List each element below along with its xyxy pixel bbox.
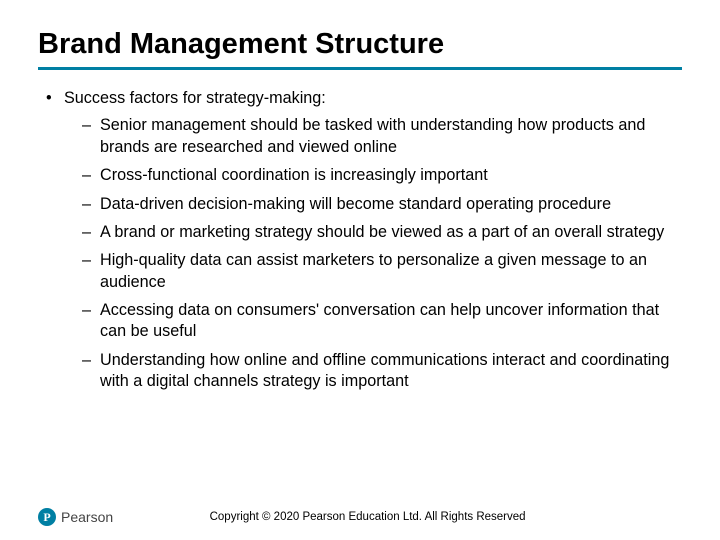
- slide-title: Brand Management Structure: [38, 28, 682, 67]
- sub-bullet: Accessing data on consumers' conversatio…: [82, 300, 682, 343]
- sub-bullet-text: Cross-functional coordination is increas…: [100, 166, 488, 184]
- sub-bullet: Data-driven decision-making will become …: [82, 194, 682, 215]
- copyright-text: Copyright © 2020 Pearson Education Ltd. …: [53, 511, 682, 523]
- sub-bullet-text: Senior management should be tasked with …: [100, 116, 645, 155]
- sub-bullet-text: A brand or marketing strategy should be …: [100, 223, 664, 241]
- sub-bullet: Senior management should be tasked with …: [82, 115, 682, 158]
- slide: Brand Management Structure Success facto…: [0, 0, 720, 540]
- title-underline: [38, 67, 682, 70]
- sub-bullet: A brand or marketing strategy should be …: [82, 222, 682, 243]
- sub-bullet-text: Accessing data on consumers' conversatio…: [100, 301, 659, 340]
- sub-bullet: High-quality data can assist marketers t…: [82, 250, 682, 293]
- lead-bullet-text: Success factors for strategy-making:: [64, 89, 326, 107]
- lead-bullet: Success factors for strategy-making: Sen…: [44, 88, 682, 393]
- sub-bullet-text: High-quality data can assist marketers t…: [100, 251, 647, 290]
- sub-bullet-text: Data-driven decision-making will become …: [100, 195, 611, 213]
- footer: P Pearson Copyright © 2020 Pearson Educa…: [0, 508, 720, 526]
- slide-content: Success factors for strategy-making: Sen…: [38, 88, 682, 393]
- sub-bullet: Cross-functional coordination is increas…: [82, 165, 682, 186]
- sub-bullet-text: Understanding how online and offline com…: [100, 351, 669, 390]
- sub-bullet: Understanding how online and offline com…: [82, 350, 682, 393]
